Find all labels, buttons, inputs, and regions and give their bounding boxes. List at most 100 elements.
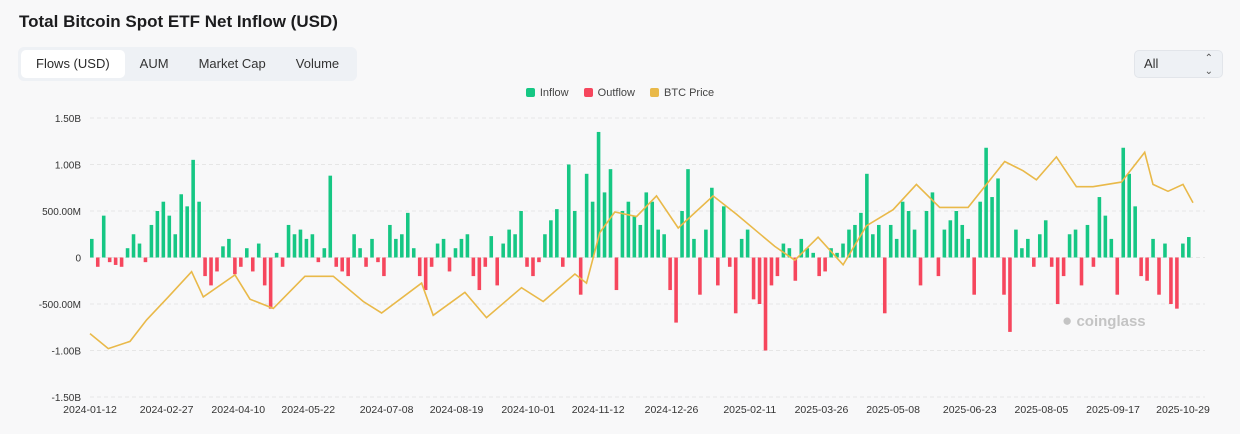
- inflow-bar: [835, 252, 839, 258]
- inflow-bar: [644, 192, 649, 258]
- x-tick-label: 2025-10-29: [1156, 404, 1210, 416]
- outflow-bar: [203, 257, 207, 277]
- inflow-bar: [167, 215, 172, 258]
- inflow-bar: [125, 248, 130, 258]
- inflow-bar: [1020, 248, 1024, 258]
- inflow-bar: [161, 201, 166, 258]
- outflow-bar: [239, 257, 243, 267]
- inflow-bar: [877, 224, 881, 258]
- outflow-bar: [674, 257, 678, 323]
- inflow-bar: [137, 243, 142, 258]
- outflow-bar: [382, 257, 386, 277]
- inflow-bar: [721, 206, 726, 258]
- outflow-bar: [793, 257, 798, 281]
- inflow-bar: [185, 206, 189, 258]
- range-select[interactable]: All ⌃ ⌄: [1134, 50, 1223, 78]
- inflow-bar: [328, 175, 333, 258]
- inflow-bar: [1127, 173, 1131, 258]
- outflow-bar: [340, 257, 344, 272]
- x-tick-label: 2024-11-12: [572, 404, 625, 416]
- outflow-bar: [1091, 257, 1096, 267]
- inflow-bar: [1014, 229, 1018, 258]
- outflow-bar: [495, 257, 500, 286]
- outflow-bar: [143, 257, 148, 263]
- inflow-bar: [245, 248, 249, 258]
- inflow-bar: [590, 201, 595, 258]
- inflow-bar: [894, 238, 899, 258]
- inflow-bar: [841, 243, 845, 258]
- tab-aum[interactable]: AUM: [139, 56, 169, 71]
- tab-flows[interactable]: Flows (USD): [21, 50, 125, 78]
- x-tick-label: 2025-06-23: [943, 404, 997, 416]
- legend-inflow[interactable]: Inflow: [525, 87, 569, 99]
- x-tick-label: 2024-04-10: [211, 404, 265, 416]
- y-tick-label: 1.00B: [55, 161, 81, 172]
- outflow-bar: [233, 257, 237, 275]
- inflow-bar: [179, 194, 184, 258]
- outflow-bar: [334, 257, 339, 267]
- inflow-bar: [1073, 229, 1078, 258]
- inflow-bar: [435, 243, 440, 258]
- outflow-bar: [1175, 257, 1179, 309]
- outflow-bar: [727, 257, 732, 267]
- outflow-bar: [1002, 257, 1006, 295]
- inflow-bar: [930, 192, 935, 258]
- inflow-bar: [900, 201, 905, 258]
- inflow-bar: [358, 248, 362, 258]
- inflow-bar: [411, 248, 416, 258]
- outflow-bar: [823, 257, 827, 272]
- outflow-bar: [763, 257, 768, 351]
- inflow-bar: [942, 229, 947, 258]
- outflow-bar: [471, 257, 476, 277]
- outflow-bar: [364, 257, 368, 267]
- inflow-bar: [626, 201, 631, 258]
- outflow-bar: [376, 257, 380, 263]
- inflow-bar: [197, 201, 201, 258]
- inflow-bar: [871, 234, 875, 258]
- inflow-bar: [954, 211, 959, 258]
- x-tick-label: 2025-03-26: [795, 404, 849, 416]
- x-tick-label: 2024-01-12: [63, 404, 117, 416]
- inflow-bar: [704, 229, 708, 258]
- inflow-bar: [441, 238, 446, 258]
- inflow-bar: [322, 248, 327, 258]
- legend-outflow[interactable]: Outflow: [583, 87, 635, 99]
- inflow-bar: [572, 211, 577, 258]
- inflow-bar: [990, 197, 994, 258]
- inflow-bar: [298, 229, 303, 258]
- outflow-bar: [561, 257, 565, 267]
- y-tick-label: -500.00M: [39, 300, 81, 311]
- y-tick-label: 0: [75, 254, 81, 265]
- inflow-bar: [620, 211, 625, 258]
- outflow-bar: [1061, 257, 1066, 277]
- coinglass-logo-icon: ●: [1062, 311, 1073, 330]
- tab-volume[interactable]: Volume: [295, 56, 340, 71]
- inflow-bar: [555, 209, 559, 258]
- inflow-bar: [948, 220, 953, 258]
- outflow-bar: [716, 257, 720, 286]
- inflow-bar: [596, 131, 601, 258]
- legend-label: BTC Price: [664, 87, 715, 99]
- outflow-bar: [751, 257, 756, 300]
- y-tick-label: -1.50B: [52, 393, 82, 404]
- legend-btc-price[interactable]: BTC Price: [650, 87, 714, 99]
- inflow-bar: [978, 201, 982, 258]
- inflow-bar: [1109, 238, 1114, 258]
- inflow-bar: [1043, 220, 1048, 258]
- inflow-bar: [829, 248, 833, 258]
- tab-market-cap[interactable]: Market Cap: [198, 56, 266, 71]
- inflow-bar: [221, 246, 225, 258]
- inflow-bar: [1085, 224, 1090, 258]
- inflow-bar: [1181, 243, 1185, 258]
- inflow-bar: [650, 201, 655, 258]
- inflow-bar: [370, 238, 374, 258]
- inflow-bar: [847, 229, 851, 258]
- outflow-bar: [262, 257, 267, 286]
- outflow-bar: [531, 257, 535, 277]
- inflow-bar: [1067, 234, 1072, 258]
- inflow-bar: [173, 234, 178, 258]
- inflow-bar: [924, 211, 929, 258]
- coinglass-watermark: ● coinglass: [1062, 311, 1146, 331]
- outflow-bar: [1008, 257, 1012, 332]
- inflow-bar: [519, 211, 523, 258]
